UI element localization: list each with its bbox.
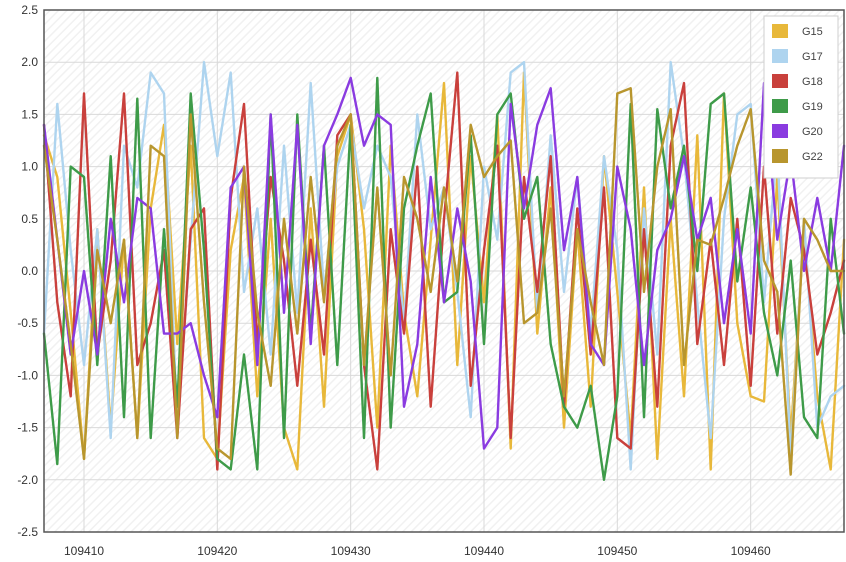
- series-line-g22: [42, 87, 846, 476]
- legend-swatch-g22: [772, 149, 788, 163]
- y-tick-label: 2.0: [21, 55, 38, 69]
- x-tick-label: 109420: [197, 544, 237, 558]
- x-tick-label: 109410: [64, 544, 104, 558]
- legend-swatch-g19: [772, 99, 788, 113]
- x-tick-label: 109450: [597, 544, 637, 558]
- y-tick-label: -2.0: [17, 473, 38, 487]
- y-tick-label: -1.0: [17, 368, 38, 382]
- legend-swatch-g15: [772, 24, 788, 38]
- x-tick-label: 109440: [464, 544, 504, 558]
- series-line-g20: [42, 76, 846, 450]
- series-g20: [42, 76, 846, 450]
- y-tick-label: 2.5: [21, 3, 38, 17]
- series-line-g15: [42, 71, 846, 471]
- legend-label-g18: G18: [802, 76, 823, 88]
- series-g15: [42, 71, 846, 471]
- x-axis-ticks: 109410 109420 109430 109440 109450 109460: [64, 544, 771, 558]
- legend-label-g20: G20: [802, 126, 823, 138]
- legend-swatch-g17: [772, 49, 788, 63]
- legend-label-g22: G22: [802, 151, 823, 163]
- legend-swatch-g20: [772, 124, 788, 138]
- legend-swatch-g18: [772, 74, 788, 88]
- x-tick-label: 109460: [731, 544, 771, 558]
- x-tick-label: 109430: [331, 544, 371, 558]
- series-group: [42, 61, 846, 481]
- y-tick-label: -2.5: [17, 525, 38, 539]
- y-tick-label: 0.5: [21, 212, 38, 226]
- y-tick-label: -0.5: [17, 316, 38, 330]
- legend-label-g15: G15: [802, 26, 823, 38]
- y-axis-ticks: -2.5 -2.0 -1.5 -1.0 -0.5 0.0 0.5 1.0 1.5 2.0 2.5: [17, 3, 38, 539]
- legend: G15 G17 G18 G19 G20 G22: [763, 15, 839, 179]
- y-tick-label: -1.5: [17, 421, 38, 435]
- plot-frame: [43, 9, 845, 533]
- series-g22: [42, 87, 846, 476]
- y-tick-label: 0.0: [21, 264, 38, 278]
- y-tick-label: 1.0: [21, 160, 38, 174]
- legend-label-g17: G17: [802, 51, 823, 63]
- y-tick-label: 1.5: [21, 107, 38, 121]
- legend-label-g19: G19: [802, 101, 823, 113]
